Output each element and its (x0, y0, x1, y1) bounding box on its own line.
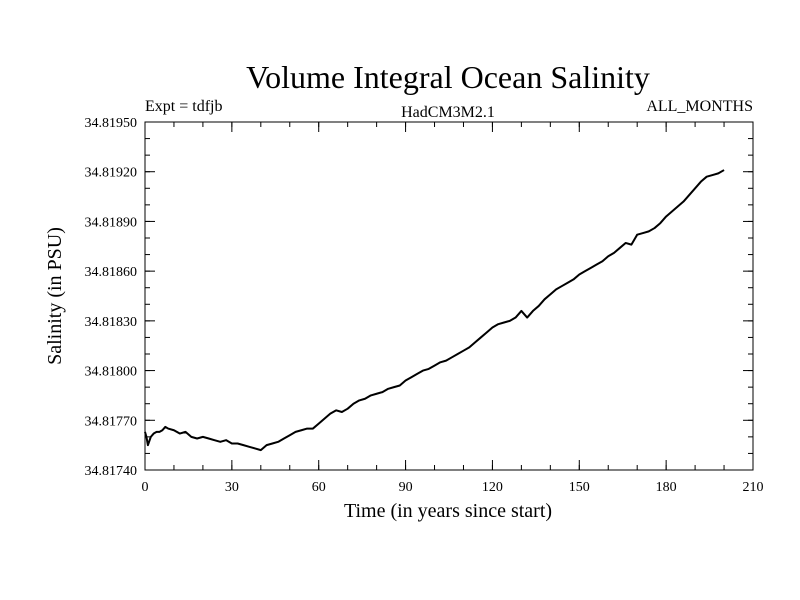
y-tick-label: 34.81860 (85, 265, 138, 280)
x-axis-label: Time (in years since start) (344, 500, 552, 522)
chart-title: Volume Integral Ocean Salinity (246, 59, 650, 95)
model-label: HadCM3M2.1 (401, 104, 495, 121)
x-tick-label: 180 (656, 480, 677, 495)
axis-ticks (144, 121, 754, 471)
x-tick-label: 0 (142, 480, 149, 495)
x-tick-label: 60 (312, 480, 326, 495)
y-tick-label: 34.81890 (85, 215, 138, 230)
series-group (144, 169, 725, 452)
y-tick-label: 34.81800 (85, 365, 138, 380)
axis-tick-labels: 0 30 60 90 120 150 180 210 34.81740 34.81770 34.81… (85, 116, 764, 495)
x-tick-label: 120 (482, 480, 503, 495)
months-label: ALL_MONTHS (646, 98, 753, 115)
x-tick-label: 90 (399, 480, 413, 495)
salinity-series-line (144, 169, 725, 452)
experiment-label: Expt = tdfjb (145, 98, 222, 115)
y-axis-label: Salinity (in PSU) (44, 227, 66, 365)
y-tick-label: 34.81740 (85, 464, 138, 479)
y-tick-label: 34.81770 (85, 414, 138, 429)
x-tick-label: 30 (225, 480, 239, 495)
y-tick-label: 34.81830 (85, 315, 138, 330)
y-tick-label: 34.81920 (85, 166, 138, 181)
plot-frame (144, 121, 754, 471)
y-tick-label: 34.81950 (85, 116, 138, 131)
x-tick-label: 150 (569, 480, 590, 495)
x-tick-label: 210 (743, 480, 764, 495)
